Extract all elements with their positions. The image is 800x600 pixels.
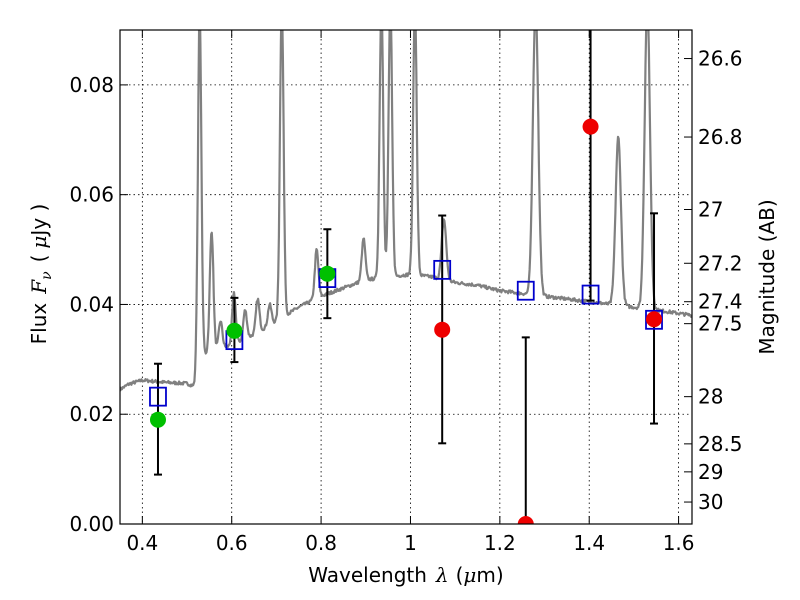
- y-tick-label: 0.06: [69, 183, 114, 207]
- plot-frame: [119, 29, 693, 525]
- error-bars: [153, 30, 659, 524]
- mag-tick-label: 28.5: [698, 432, 743, 456]
- model-photometry-point: [149, 386, 167, 407]
- magnitude-axis-title: Magnitude (AB): [755, 199, 779, 354]
- mag-tick-label: 26.6: [698, 47, 743, 71]
- mag-tick-label: 26.8: [698, 125, 743, 149]
- observed-photometry-series: [149, 118, 663, 524]
- y-axis-ticks: 0.00 0.02 0.04 0.06 0.08: [69, 73, 128, 536]
- detection-point: [319, 265, 336, 282]
- x-tick-label: 1.6: [663, 531, 695, 555]
- model-photometry-series: [149, 259, 663, 407]
- mag-tick-label: 29: [698, 460, 723, 484]
- x-axis-title: Wavelength λ (μm): [308, 563, 503, 587]
- model-photometry-point: [516, 280, 535, 301]
- x-tick-label: 1.2: [484, 531, 516, 555]
- mag-tick-label: 27.4: [698, 290, 743, 314]
- x-tick-label: 0.8: [305, 531, 337, 555]
- model-sed-series: [120, 30, 692, 392]
- mag-tick-label: 27.2: [698, 251, 743, 275]
- x-tick-label: 0.6: [216, 531, 248, 555]
- model-photometry-point: [581, 284, 600, 305]
- x-tick-label: 0.4: [126, 531, 158, 555]
- y-tick-label: 0.00: [69, 512, 114, 536]
- low-significance-point: [517, 516, 534, 524]
- y-tick-label: 0.02: [69, 402, 114, 426]
- x-tick-label: 1: [404, 531, 417, 555]
- mag-tick-label: 28: [698, 385, 723, 409]
- model-sed-line: [120, 30, 692, 392]
- low-significance-point: [582, 118, 599, 135]
- y-tick-label: 0.04: [69, 292, 114, 316]
- mag-tick-label: 27.5: [698, 312, 743, 336]
- low-significance-point: [434, 321, 451, 338]
- model-photometry-point: [433, 259, 452, 280]
- detection-point: [226, 322, 243, 339]
- low-significance-point: [646, 311, 663, 328]
- magnitude-axis-ticks: 26.6 26.8 27 27.2 27.427.5 28 28.5 29 30: [684, 47, 743, 514]
- x-tick-label: 1.4: [573, 531, 605, 555]
- mag-tick-label: 27: [698, 197, 723, 221]
- detection-point: [149, 411, 166, 428]
- y-tick-label: 0.08: [69, 73, 114, 97]
- y-axis-title: FluxFν(μJy ): [27, 204, 55, 345]
- model-photometry-point: [645, 309, 663, 330]
- mag-tick-label: 30: [698, 490, 723, 514]
- x-axis-ticks: 0.4 0.6 0.8 1 1.2 1.4 1.6: [126, 30, 695, 555]
